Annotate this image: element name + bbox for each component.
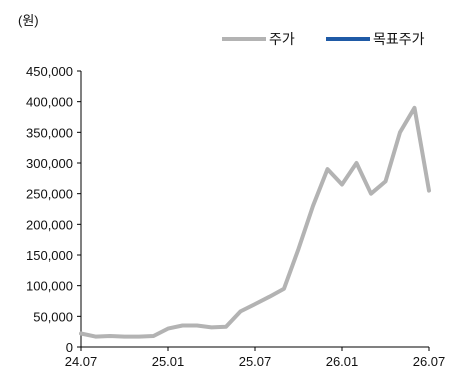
- unit-label: (원): [18, 13, 39, 28]
- series-line-price: [79, 105, 431, 339]
- x-tick-label: 25.01: [152, 354, 185, 369]
- legend-swatch-price: [222, 37, 266, 41]
- x-tick-label: 24.07: [65, 354, 98, 369]
- y-tick-label: 100,000: [26, 279, 73, 294]
- y-tick-label: 0: [66, 340, 73, 355]
- x-tick-label: 25.07: [239, 354, 272, 369]
- y-tick-label: 450,000: [26, 64, 73, 79]
- y-tick-label: 150,000: [26, 248, 73, 263]
- y-tick-label: 400,000: [26, 95, 73, 110]
- y-tick-label: 300,000: [26, 156, 73, 171]
- legend-swatch-target: [326, 37, 370, 41]
- legend-item-target: 목표주가: [326, 29, 425, 49]
- legend-label-price: 주가: [269, 31, 295, 47]
- y-tick-label: 50,000: [33, 309, 73, 324]
- legend-item-price: 주가: [222, 29, 295, 49]
- y-tick-label: 200,000: [26, 217, 73, 232]
- legend-label-target: 목표주가: [373, 31, 425, 47]
- y-tick-label: 350,000: [26, 125, 73, 140]
- x-tick-label: 26.07: [413, 354, 446, 369]
- y-tick-label: 250,000: [26, 187, 73, 202]
- x-tick-label: 26.01: [326, 354, 359, 369]
